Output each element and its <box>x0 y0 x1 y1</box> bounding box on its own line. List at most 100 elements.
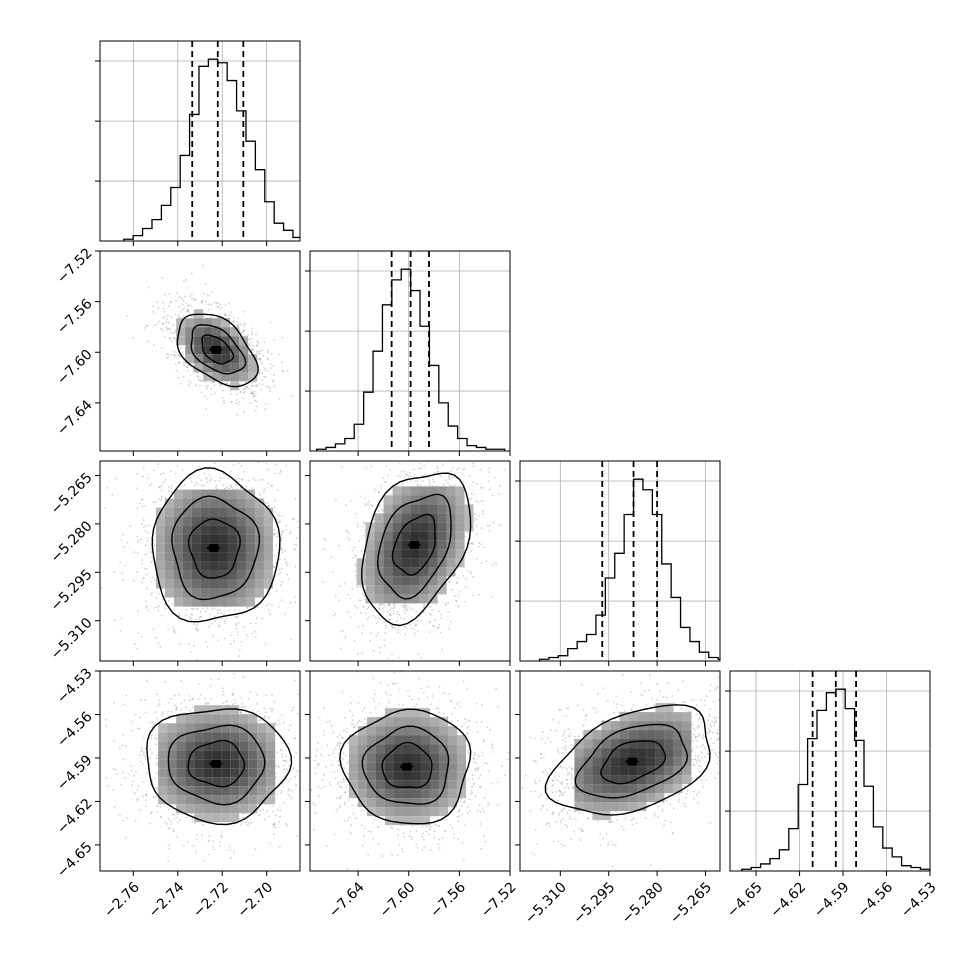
density-cell <box>410 495 420 505</box>
scatter-point <box>285 528 288 531</box>
scatter-point <box>410 616 413 619</box>
scatter-point <box>270 367 272 370</box>
scatter-point <box>421 416 423 418</box>
scatter-point <box>174 362 177 365</box>
scatter-point <box>284 822 287 825</box>
density-cell <box>173 570 183 580</box>
scatter-point <box>448 474 451 477</box>
scatter-point <box>387 603 390 606</box>
scatter-point <box>473 517 476 520</box>
scatter-point <box>444 604 447 607</box>
scatter-point <box>243 390 246 393</box>
scatter-point <box>266 468 269 471</box>
hist-series-3 <box>741 688 930 871</box>
density-cell <box>263 579 273 589</box>
density-cell <box>212 372 222 382</box>
scatter-point <box>389 613 391 616</box>
scatter-point <box>295 537 298 540</box>
scatter-point <box>488 524 491 527</box>
density-cell <box>383 558 393 568</box>
density-cell <box>236 516 246 526</box>
scatter-point <box>359 586 362 588</box>
scatter-point <box>189 295 191 298</box>
density-cell <box>446 567 456 577</box>
scatter-point <box>163 310 166 313</box>
scatter-point <box>277 573 280 576</box>
scatter-point <box>163 335 166 338</box>
scatter-point <box>239 487 242 489</box>
density-cell <box>191 498 201 508</box>
scatter-point <box>263 502 266 504</box>
density-cell <box>455 540 465 550</box>
scatter-point <box>185 279 188 281</box>
scatter-point <box>498 524 501 527</box>
density-cell <box>200 534 210 544</box>
scatter-point <box>264 376 267 378</box>
density-cell <box>254 525 264 535</box>
scatter-point <box>238 655 240 658</box>
scatter-point <box>242 310 245 313</box>
scatter-point <box>173 356 176 359</box>
scatter-point <box>192 368 195 370</box>
scatter-point <box>273 565 275 568</box>
scatter-point <box>479 468 482 471</box>
scatter-point <box>157 592 160 595</box>
scatter-point <box>432 478 435 481</box>
scatter-point <box>369 631 372 634</box>
density-cell <box>203 372 213 382</box>
scatter-point <box>230 401 232 404</box>
scatter-point <box>409 480 412 483</box>
scatter-point <box>258 372 261 375</box>
scatter-point <box>415 623 417 626</box>
scatter-point <box>346 593 349 596</box>
scatter-point <box>208 294 211 297</box>
scatter-point <box>349 616 352 618</box>
density-cell <box>200 588 210 598</box>
density-cell <box>254 570 264 580</box>
scatter-point <box>216 609 219 611</box>
scatter-point <box>493 445 495 447</box>
scatter-point <box>249 392 252 395</box>
scatter-point <box>206 645 209 648</box>
scatter-point <box>212 634 215 637</box>
density-cell <box>263 561 273 571</box>
scatter-point <box>254 395 256 397</box>
density-cell <box>410 567 420 577</box>
scatter-point <box>307 794 309 796</box>
scatter-point <box>458 590 461 593</box>
scatter-point <box>247 387 250 390</box>
scatter-point <box>215 484 218 487</box>
scatter-point <box>365 467 368 470</box>
scatter-point <box>183 295 186 298</box>
scatter-point <box>153 606 156 609</box>
scatter-point <box>158 486 161 489</box>
scatter-point <box>278 605 281 608</box>
scatter-point <box>255 617 258 620</box>
scatter-point <box>223 399 226 402</box>
scatter-point <box>285 464 288 467</box>
scatter-point <box>250 385 253 388</box>
density-cell <box>236 543 246 553</box>
scatter-point <box>147 609 150 612</box>
density-cell <box>227 597 237 607</box>
scatter-point <box>275 518 278 521</box>
scatter-point <box>251 632 254 635</box>
scatter-point <box>169 337 172 340</box>
scatter-point <box>349 539 351 541</box>
scatter-point <box>384 481 386 483</box>
scatter-point <box>150 811 153 814</box>
scatter-point <box>213 608 216 610</box>
scatter-point <box>204 610 207 612</box>
scatter-point <box>420 619 423 622</box>
density-cell <box>173 552 183 562</box>
scatter-point <box>472 543 475 546</box>
scatter-point <box>284 524 287 527</box>
scatter-panel-3-0 <box>95 670 309 876</box>
scatter-point <box>232 316 235 319</box>
scatter-point <box>198 465 201 468</box>
scatter-point <box>278 353 281 356</box>
scatter-point <box>388 608 391 611</box>
scatter-point <box>291 395 294 398</box>
scatter-point <box>212 380 214 383</box>
scatter-point <box>364 504 367 507</box>
